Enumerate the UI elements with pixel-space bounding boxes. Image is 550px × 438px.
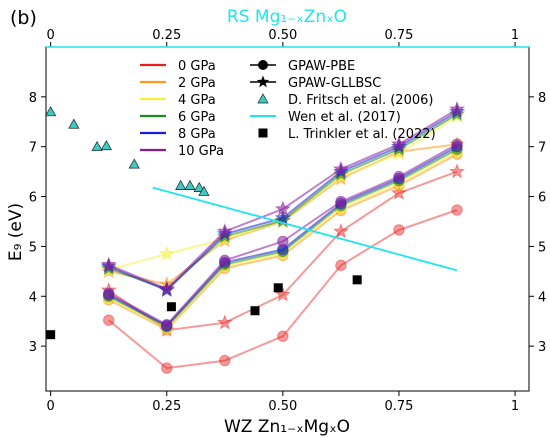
legend-label: 4 GPa — [178, 93, 216, 108]
legend-label: 6 GPa — [178, 110, 216, 125]
top-x-tick-label: 1 — [511, 28, 519, 43]
pbe-point — [451, 138, 463, 150]
y-tick-label: 6 — [29, 191, 37, 206]
pbe-point — [335, 195, 347, 208]
gllbsc-point — [274, 286, 291, 302]
gllbsc-point — [449, 163, 466, 179]
right-y-tick-label: 7 — [538, 141, 546, 156]
pbe-point — [277, 330, 289, 342]
pbe-line-0 — [108, 209, 458, 370]
pbe-point — [393, 224, 405, 236]
y-tick-label: 4 — [29, 290, 37, 305]
pbe-point — [277, 235, 289, 248]
right-y-tick-label: 3 — [538, 340, 546, 355]
trinkler-point — [352, 275, 362, 285]
gllbsc-point — [449, 100, 466, 117]
legend-pbe-marker — [258, 60, 268, 70]
gllbsc-point — [274, 200, 291, 216]
y-tick-label: 5 — [29, 240, 37, 255]
y-axis-title: E₉ (eV) — [6, 203, 26, 261]
gllbsc-point — [216, 223, 233, 239]
data-layer — [45, 46, 529, 374]
legend-label: 0 GPa — [178, 59, 216, 74]
legend: 0 GPa 2 GPa 4 GPa 6 GPa 8 GPa 10 GPa GPAW-PBE G… — [140, 59, 436, 159]
legend-gllbsc-marker — [256, 75, 270, 88]
pbe-point — [393, 170, 405, 183]
pbe-point — [102, 314, 115, 326]
x-tick-label: 1 — [511, 399, 519, 414]
trinkler-point — [46, 330, 56, 340]
y-tick-label: 3 — [29, 340, 37, 355]
legend-fritsch-marker — [257, 93, 269, 104]
fritsch-point — [68, 118, 80, 129]
gllbsc-point — [332, 223, 349, 239]
legend-label: 10 GPa — [178, 144, 224, 159]
fritsch-point — [128, 158, 140, 169]
x-axis-title: WZ Zn₁₋ₓMgₓO — [224, 417, 350, 437]
gllbsc-point — [158, 280, 175, 296]
legend-label: 8 GPa — [178, 127, 216, 142]
fritsch-point — [91, 140, 103, 152]
right-y-tick-label: 5 — [538, 240, 546, 255]
fritsch-point — [175, 179, 187, 190]
fritsch-point — [45, 106, 57, 117]
gllbsc-point — [100, 256, 117, 272]
gllbsc-point — [158, 245, 175, 261]
right-y-tick-label: 6 — [538, 191, 546, 206]
x-tick-label: 0.75 — [384, 399, 413, 414]
legend-label: L. Trinkler et al. (2022) — [288, 127, 436, 142]
pbe-point — [219, 354, 231, 367]
pbe-point — [102, 287, 115, 299]
top-axis-title: RS Mg₁₋ₓZnₓO — [227, 7, 347, 27]
fritsch-point — [193, 181, 205, 192]
fritsch-point — [100, 139, 112, 151]
gllbsc-point — [274, 209, 291, 225]
y-tick-label: 7 — [29, 141, 37, 156]
x-tick-label: 0.50 — [268, 399, 297, 414]
top-x-tick-label: 0.50 — [268, 28, 297, 43]
pbe-point — [451, 204, 463, 216]
pbe-point — [335, 259, 347, 272]
pbe-point — [161, 318, 173, 331]
panel-label: (b) — [10, 7, 37, 29]
right-y-tick-label: 4 — [538, 290, 546, 305]
gllbsc-point — [216, 314, 233, 330]
pbe-point — [219, 254, 231, 267]
trinkler-point — [166, 302, 176, 312]
fritsch-point — [184, 179, 196, 190]
trinkler-point — [273, 283, 283, 293]
top-x-tick-label: 0 — [47, 28, 55, 43]
fritsch-point — [198, 185, 210, 196]
gllbsc-point — [390, 184, 407, 200]
legend-label: GPAW-GLLBSC — [288, 76, 381, 91]
wen-line — [152, 186, 458, 272]
gllbsc-point — [390, 135, 407, 152]
legend-label: 2 GPa — [178, 76, 216, 91]
gllbsc-point — [332, 160, 349, 176]
x-tick-label: 0.25 — [152, 399, 181, 414]
top-x-tick-label: 0.75 — [384, 28, 413, 43]
x-tick-label: 0 — [47, 399, 55, 414]
trinkler-point — [250, 306, 260, 316]
legend-label: GPAW-PBE — [288, 59, 355, 74]
axes: 0 0 0.25 0.25 0.50 0.50 0.75 0.75 1 1 3 3 4 4 5 5 6 6 7 7 8 8 — [29, 28, 547, 414]
pbe-point — [161, 362, 173, 374]
legend-trinkler-marker — [258, 128, 268, 138]
y-tick-label: 8 — [29, 91, 37, 106]
right-y-tick-label: 8 — [538, 91, 546, 106]
top-x-tick-label: 0.25 — [152, 28, 181, 43]
legend-label: D. Fritsch et al. (2006) — [288, 93, 433, 108]
legend-label: Wen et al. (2017) — [288, 110, 401, 125]
